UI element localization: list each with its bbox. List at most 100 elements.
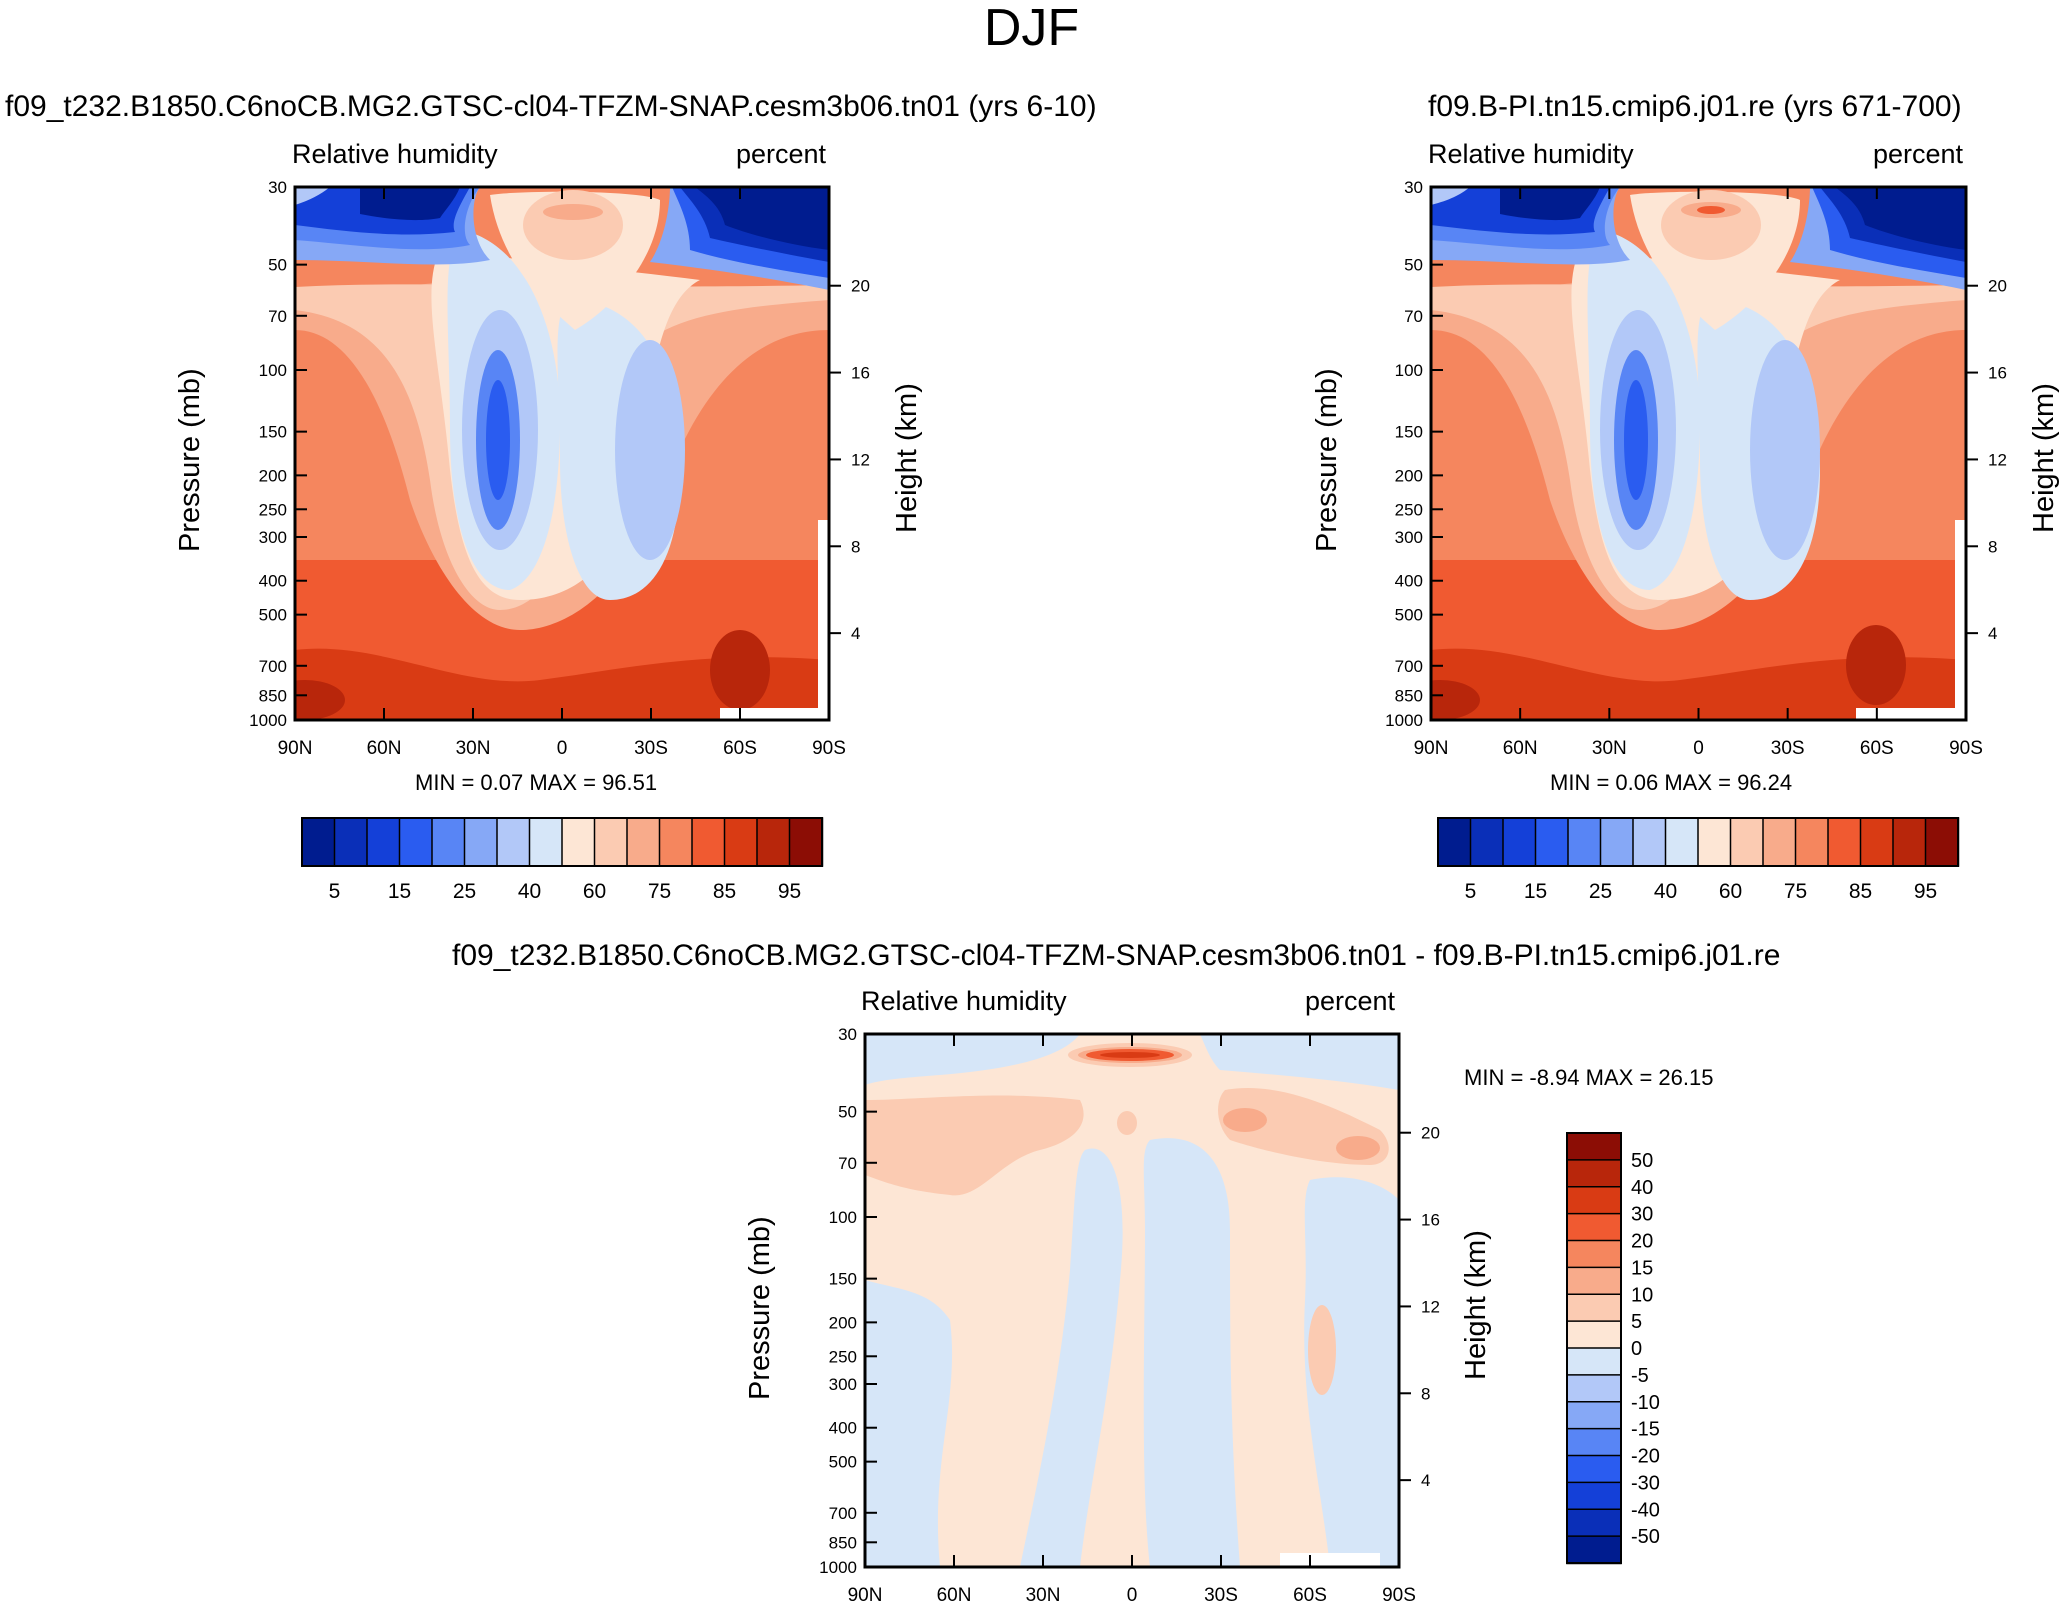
- variable-label-right: Relative humidity: [1428, 139, 1634, 169]
- field-neg-lowleft: [865, 1280, 953, 1567]
- field-strat-corner: [295, 187, 330, 205]
- colorbar-label: 15: [1631, 1257, 1653, 1279]
- minmax-right: MIN = 0.06 MAX = 96.24: [1550, 770, 1793, 795]
- height-tick-label: 20: [1988, 277, 2007, 296]
- field-pos-upper-right-core: [1336, 1136, 1380, 1160]
- colorbar-swatch: [1924, 817, 1960, 867]
- colorbar-frame: [301, 817, 823, 867]
- x-tick-label: 0: [1127, 1585, 1138, 1606]
- y-tick-label: 400: [1395, 572, 1423, 591]
- panel-title-left: f09_t232.B1850.C6noCB.MG2.GTSC-cl04-TFZM…: [5, 90, 1097, 123]
- colorbar-frame: [1437, 817, 1959, 867]
- colorbar-swatch: [561, 817, 596, 867]
- main-title: DJF: [983, 0, 1080, 57]
- field-neg-center: [1143, 1138, 1240, 1567]
- field-blob: [710, 630, 770, 710]
- colorbar-swatch: [1566, 1347, 1622, 1377]
- colorbar-label: 75: [648, 880, 671, 903]
- height-tick-label: 16: [1421, 1211, 1440, 1230]
- y-tick-label: 50: [1404, 256, 1423, 275]
- colorbar-label: 25: [453, 880, 476, 903]
- colorbar-label: 20: [1631, 1231, 1653, 1253]
- colorbar-label: 60: [583, 880, 606, 903]
- colorbar-label: 10: [1631, 1284, 1653, 1306]
- x-tick-label: 0: [557, 738, 568, 759]
- colorbar-swatch: [496, 817, 531, 867]
- axes-panel-2: 90N 60N 30N 0 30S 60S 90S 30 50 70 100 150 200 250 300…: [819, 1025, 1440, 1606]
- colorbar-swatch: [1762, 817, 1797, 867]
- colorbar-swatch: [658, 817, 694, 867]
- field-missing: [1856, 708, 1966, 720]
- contour-field-diff: [865, 1034, 1399, 1567]
- height-tick-label: 12: [1421, 1297, 1440, 1316]
- units-label-bottom: percent: [1305, 986, 1396, 1016]
- colorbar-swatch: [1566, 1239, 1622, 1269]
- y-tick-label: 850: [259, 686, 287, 705]
- colorbar-label: 15: [388, 880, 411, 903]
- colorbar-swatch: [1566, 1293, 1622, 1323]
- y-tick-label: 300: [1395, 528, 1423, 547]
- y-tick-label: 1000: [249, 711, 287, 730]
- colorbar-label: 85: [713, 880, 736, 903]
- colorbar-swatch: [1566, 1454, 1622, 1484]
- colorbar-label: 5: [1465, 880, 1477, 903]
- height-tick-label: 20: [1421, 1124, 1440, 1143]
- field-strat-right4: [695, 187, 829, 250]
- field-blue-core-left-darker: [1624, 380, 1648, 500]
- colorbar-label: 85: [1849, 880, 1872, 903]
- colorbar-layer: 5 15 25 40 60 75 85 95 5 15 25 40 60 75 85 955040302015…: [301, 817, 1960, 1565]
- field-neg-right: [1304, 1177, 1399, 1567]
- axes-panel-0: 90N 60N 30N 0 30S 60S 90S 30 50 70 100 150 200 250 300…: [249, 178, 870, 759]
- colorbar-swatch: [1566, 1481, 1622, 1511]
- x-tick-label: 90N: [278, 738, 313, 759]
- x-tick-label: 60S: [723, 738, 757, 759]
- units-label-right: percent: [1873, 139, 1964, 169]
- colorbar-swatch: [1729, 817, 1765, 867]
- x-tick-label: 30S: [1771, 738, 1805, 759]
- colorbar-label: -40: [1631, 1499, 1660, 1521]
- x-tick-label: 90S: [1382, 1585, 1416, 1606]
- colorbar-swatch: [431, 817, 466, 867]
- colorbar-swatch: [788, 817, 824, 867]
- height-tick-label: 8: [1988, 537, 1997, 556]
- x-tick-label: 90S: [1949, 738, 1983, 759]
- colorbar-swatch: [463, 817, 499, 867]
- panel-title-bottom: f09_t232.B1850.C6noCB.MG2.GTSC-cl04-TFZM…: [452, 939, 1781, 972]
- y-tick-label: 150: [259, 423, 287, 442]
- y-tick-label: 300: [259, 528, 287, 547]
- colorbar-swatch: [1566, 1186, 1622, 1215]
- y-tick-label: 30: [268, 178, 287, 197]
- height-tick-label: 8: [1421, 1384, 1430, 1403]
- contour-field-right: [1431, 187, 1966, 720]
- y-tick-label: 150: [1395, 423, 1423, 442]
- height-tick-label: 16: [1988, 364, 2007, 383]
- y-tick-label: 200: [1395, 466, 1423, 485]
- field-neg-top: [865, 1034, 1080, 1085]
- y-tick-label: 500: [259, 606, 287, 625]
- field-blue-core-right: [1750, 340, 1820, 560]
- field-blue-core-left-darker: [486, 380, 510, 500]
- colorbar-label: 15: [1524, 880, 1547, 903]
- variable-label-bottom: Relative humidity: [861, 986, 1067, 1016]
- y-tick-label: 30: [838, 1025, 857, 1044]
- colorbar-swatch: [1502, 817, 1537, 867]
- y-tick-label: 250: [259, 500, 287, 519]
- colorbar-swatch: [1566, 1212, 1622, 1242]
- colorbar-swatch: [1859, 817, 1895, 867]
- y-tick-label: 30: [1404, 178, 1423, 197]
- colorbar-swatch: [1566, 1535, 1622, 1565]
- field-pos-trop4: [1100, 1052, 1160, 1058]
- y-tick-label: 500: [829, 1453, 857, 1472]
- field-missing: [818, 520, 829, 720]
- variable-label-left: Relative humidity: [292, 139, 498, 169]
- field-surface-band: [295, 648, 829, 720]
- colorbar-swatch: [1794, 817, 1830, 867]
- y-tick-label: 1000: [819, 1558, 857, 1577]
- height-tick-label: 20: [851, 277, 870, 296]
- field-strat-right4: [1835, 187, 1966, 250]
- x-tick-label: 60N: [367, 738, 402, 759]
- colorbar-swatch: [756, 817, 791, 867]
- x-tick-label: 30S: [1204, 1585, 1238, 1606]
